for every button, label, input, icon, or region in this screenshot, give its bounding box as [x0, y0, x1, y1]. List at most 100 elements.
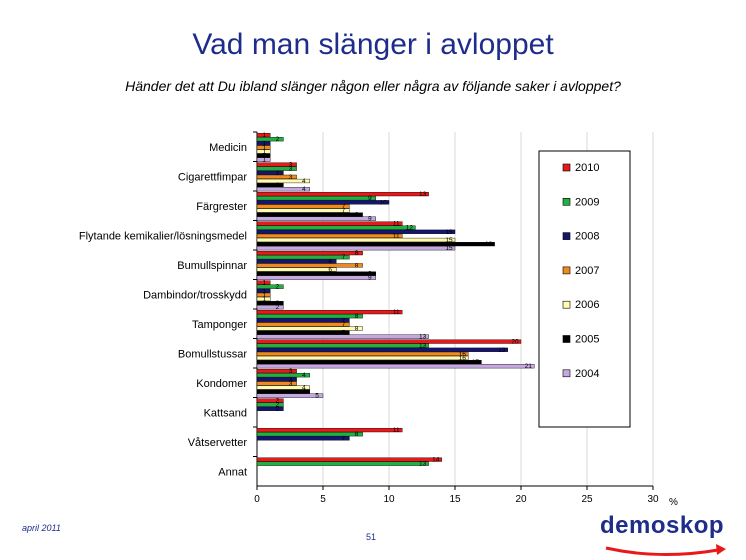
bar: [256, 398, 284, 403]
bar: [256, 339, 522, 344]
data-label: 3: [289, 166, 293, 173]
data-label: 8: [355, 250, 359, 257]
page-number: 51: [366, 532, 377, 542]
bar: [256, 246, 456, 251]
bar: [256, 241, 495, 247]
bar: [256, 174, 297, 179]
data-label: 15: [445, 237, 453, 244]
bar: [256, 200, 390, 205]
bar: [256, 149, 271, 154]
bar: [256, 296, 271, 302]
data-label: 9: [368, 195, 372, 202]
category-label: Färgrester: [196, 201, 247, 213]
data-label: 9: [368, 275, 372, 282]
bar: [256, 373, 310, 378]
data-label: 6: [328, 267, 332, 274]
data-label: 7: [342, 330, 346, 337]
data-label: 2: [276, 398, 280, 405]
data-label: 6: [328, 258, 332, 265]
data-label: 13: [419, 461, 427, 468]
data-label: 1: [262, 149, 266, 156]
bar: [256, 292, 271, 297]
legend-label: 2005: [575, 334, 599, 346]
legend-label: 2004: [575, 368, 599, 380]
x-tick-label: 5: [320, 494, 326, 505]
category-label: Flytande kemikalier/lösningsmedel: [79, 230, 247, 242]
data-label: 2: [276, 284, 280, 291]
bar: [256, 428, 403, 433]
bar: [256, 436, 350, 441]
data-label: 1: [262, 132, 266, 139]
data-label: 17: [472, 359, 480, 366]
legend-label: 2010: [575, 162, 599, 174]
bar: [256, 288, 271, 293]
data-label: 7: [342, 317, 346, 324]
data-label: 8: [355, 326, 359, 333]
bar: [256, 145, 271, 150]
bar: [256, 322, 350, 327]
data-label: 4: [302, 178, 306, 185]
data-label: 8: [355, 313, 359, 320]
data-label: 14: [432, 457, 440, 464]
bar: [256, 271, 377, 276]
bar: [256, 406, 284, 411]
data-label: 8: [355, 262, 359, 269]
bar: [256, 360, 482, 365]
bar: [256, 170, 284, 175]
data-label: 16: [459, 355, 467, 362]
data-label: 11: [393, 233, 400, 240]
bar: [256, 305, 284, 310]
bar: [256, 166, 297, 171]
bar: [256, 330, 350, 335]
data-label: 1: [262, 157, 266, 164]
bar: [256, 137, 284, 142]
bar: [256, 132, 271, 138]
data-label: 1: [262, 153, 266, 160]
x-tick-label: 30: [647, 494, 659, 505]
bar: [256, 208, 350, 213]
page-title: Vad man slänger i avloppet: [192, 28, 554, 61]
data-label: 7: [342, 254, 346, 261]
data-label: 4: [302, 372, 306, 379]
bar: [256, 334, 429, 339]
data-label: 2: [276, 170, 280, 177]
data-label: 10: [379, 199, 387, 206]
category-label: Medicin: [209, 142, 247, 154]
x-tick-label: 25: [581, 494, 593, 505]
bar: [256, 255, 350, 260]
logo-text: demoskop: [600, 512, 725, 539]
bar: [256, 369, 297, 374]
bar: [256, 191, 429, 197]
x-tick-label: 0: [254, 494, 260, 505]
data-label: 7: [342, 321, 346, 328]
bar: [256, 229, 456, 234]
category-label: Cigarettfimpar: [178, 171, 247, 183]
bar: [256, 314, 363, 319]
bar: [256, 187, 310, 192]
data-label: 21: [525, 363, 533, 370]
data-label: 1: [262, 144, 266, 151]
bar: [256, 377, 297, 382]
legend-swatch: [562, 369, 571, 378]
bar: [256, 280, 271, 285]
bar: [256, 212, 363, 217]
category-label: Tamponger: [192, 319, 247, 331]
legend-box: [538, 150, 631, 428]
x-tick-label: 15: [449, 494, 461, 505]
bar: [256, 284, 284, 289]
bar: [256, 310, 403, 315]
data-label: 5: [315, 393, 319, 400]
category-label: Bumullspinnar: [177, 260, 247, 272]
data-label: 8: [355, 212, 359, 219]
data-label: 3: [289, 174, 293, 181]
bar: [256, 233, 403, 238]
bar: [256, 351, 469, 356]
bar: [256, 178, 310, 184]
data-label: 9: [368, 216, 372, 223]
data-label: 1: [262, 140, 266, 147]
data-label: 4: [302, 389, 306, 396]
data-label: 3: [289, 162, 293, 169]
bar: [256, 457, 443, 462]
data-label: 4: [302, 385, 306, 392]
data-label: 1: [262, 288, 266, 295]
